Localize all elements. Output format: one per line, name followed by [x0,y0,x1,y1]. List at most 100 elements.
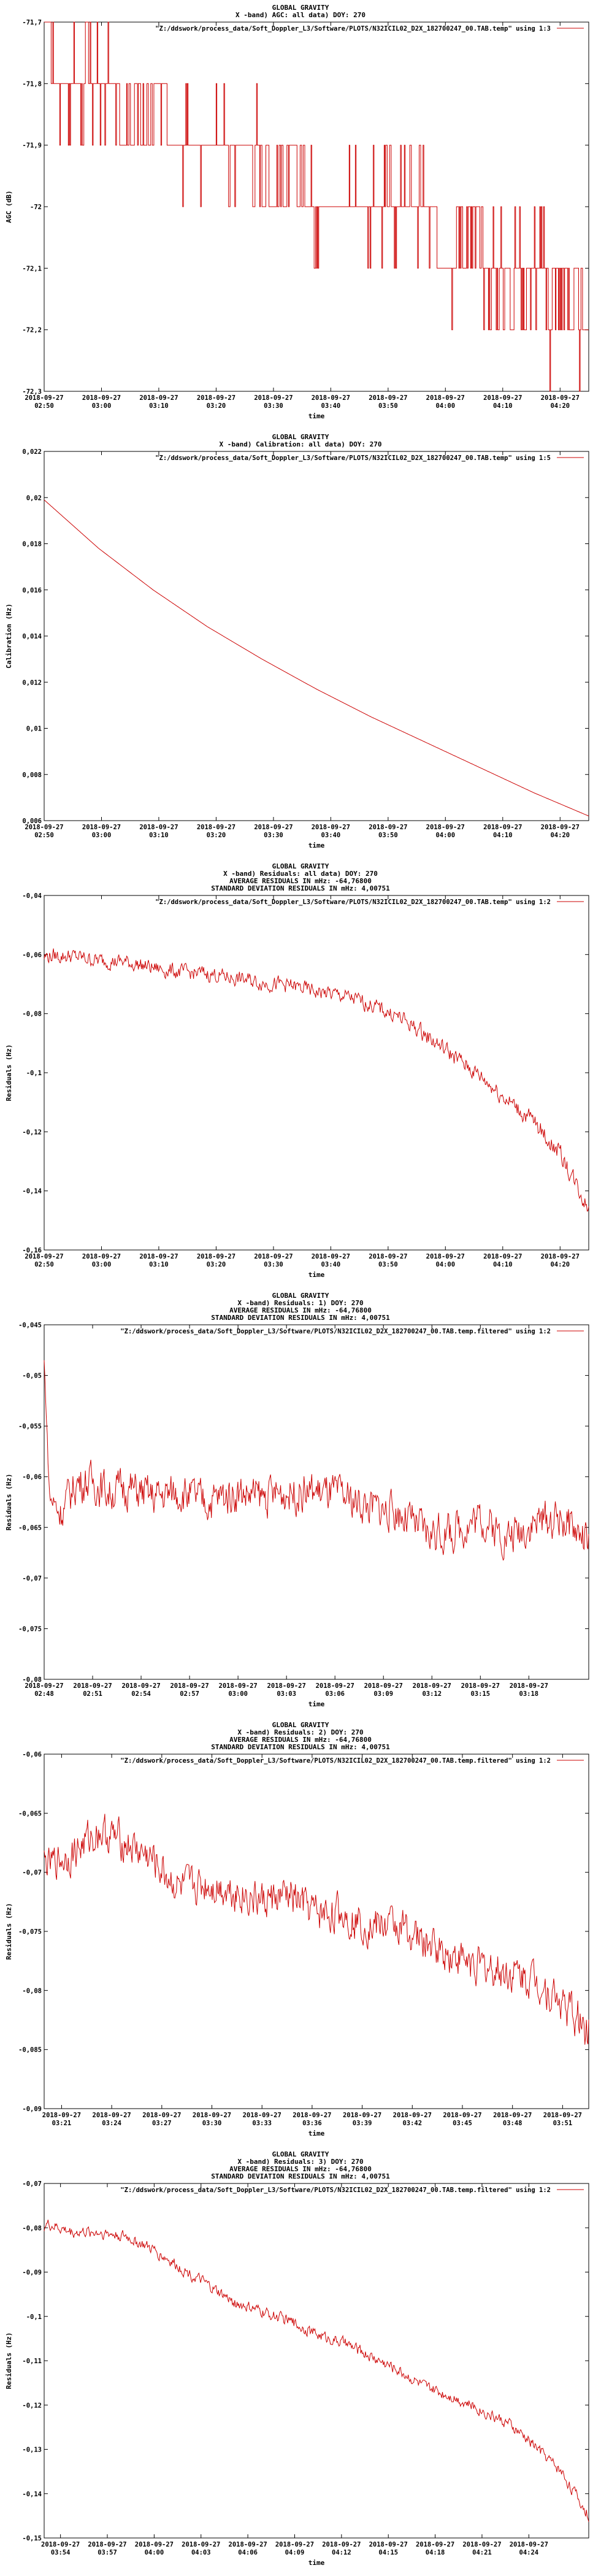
chart-title-line: STANDARD DEVIATION RESIDUALS IN mHz: 4,0… [211,1743,390,1751]
x-tick-date: 2018-09-27 [416,2541,454,2548]
y-axis-label: Calibration (Hz) [5,604,13,669]
chart-title-line: X -band) Calibration: all data) DOY: 270 [220,440,382,448]
x-tick-date: 2018-09-27 [369,2541,408,2548]
x-tick-date: 2018-09-27 [426,394,465,402]
plot-frame [44,451,589,821]
x-tick-date: 2018-09-27 [197,824,235,831]
x-tick-date: 2018-09-27 [510,2541,548,2548]
y-tick-label: 0,012 [22,679,42,686]
x-tick-label: 03:48 [503,2120,523,2127]
x-tick-label: 02:51 [83,1690,102,1698]
chart-title-line: STANDARD DEVIATION RESIDUALS IN mHz: 4,0… [211,884,390,892]
x-tick-date: 2018-09-27 [93,2112,131,2119]
y-tick-label: -72,2 [22,327,42,334]
x-tick-date: 2018-09-27 [510,1682,548,1690]
y-tick-label: -0,16 [22,1247,42,1254]
y-tick-label: -0,08 [22,1011,42,1018]
legend-entry: "Z:/ddswork/process_data/Soft_Doppler_L3… [120,2187,551,2194]
y-tick-label: -0,1 [26,2313,42,2321]
x-tick-date: 2018-09-27 [82,394,121,402]
x-tick-label: 03:18 [519,1690,539,1698]
x-tick-date: 2018-09-27 [219,1682,258,1690]
x-tick-date: 2018-09-27 [25,1682,63,1690]
x-tick-date: 2018-09-27 [41,2541,80,2548]
y-tick-label: -0,06 [22,1474,42,1481]
y-axis-label: AGC (dB) [5,191,13,223]
x-tick-date: 2018-09-27 [121,1682,160,1690]
chart-title-line: GLOBAL GRAVITY [272,2150,329,2158]
x-tick-label: 04:20 [550,832,570,839]
x-tick-label: 02:50 [34,1261,54,1268]
x-tick-date: 2018-09-27 [135,2541,174,2548]
x-tick-label: 03:10 [149,1261,169,1268]
x-tick-date: 2018-09-27 [483,824,522,831]
x-tick-label: 04:10 [493,402,513,410]
legend-entry: "Z:/ddswork/process_data/Soft_Doppler_L3… [120,1757,551,1765]
x-tick-label: 03:20 [207,402,226,410]
x-tick-date: 2018-09-27 [254,1253,293,1260]
chart-title-line: AVERAGE RESIDUALS IN mHz: -64,76800 [229,1736,372,1744]
y-tick-label: -72,3 [22,388,42,396]
chart-title-line: GLOBAL GRAVITY [272,4,329,12]
y-tick-label: 0,02 [26,494,42,502]
chart-title-line: X -band) Residuals: 2) DOY: 270 [237,1728,363,1736]
x-tick-label: 03:54 [51,2549,71,2556]
x-tick-date: 2018-09-27 [541,824,580,831]
plot-frame [44,895,589,1251]
series-line [44,2220,589,2522]
x-tick-label: 04:00 [435,402,455,410]
x-tick-date: 2018-09-27 [197,1253,235,1260]
chart-panel-6: GLOBAL GRAVITY X -band) Residuals: 3) DOY… [0,2147,601,2576]
x-tick-label: 03:57 [98,2549,117,2556]
x-tick-label: 03:10 [149,832,169,839]
y-tick-label: -0,07 [22,1575,42,1582]
legend-entry: "Z:/ddswork/process_data/Soft_Doppler_L3… [155,454,551,462]
chart-title-line: GLOBAL GRAVITY [272,433,329,441]
legend-entry: "Z:/ddswork/process_data/Soft_Doppler_L3… [155,899,551,906]
y-axis-label: Residuals (Hz) [5,1903,13,1960]
y-tick-label: -0,09 [22,2106,42,2113]
x-tick-label: 02:50 [34,402,54,410]
x-tick-date: 2018-09-27 [25,824,63,831]
x-tick-date: 2018-09-27 [343,2112,381,2119]
x-tick-date: 2018-09-27 [364,1682,403,1690]
y-tick-label: -0,065 [18,1524,42,1531]
x-tick-label: 03:30 [264,1261,283,1268]
plot-frame [44,1324,589,1680]
x-axis-label: time [308,2559,325,2567]
y-tick-label: -0,075 [18,1928,42,1936]
y-tick-label: -0,08 [22,1676,42,1684]
legend-entry: "Z:/ddswork/process_data/Soft_Doppler_L3… [155,25,551,33]
x-tick-label: 03:10 [149,402,169,410]
y-axis-label: Residuals (Hz) [5,1045,13,1102]
x-tick-label: 03:20 [207,832,226,839]
chart-title-line: X -band) Residuals: 1) DOY: 270 [237,1299,363,1307]
x-tick-date: 2018-09-27 [197,394,235,402]
y-tick-label: -72,1 [22,265,42,272]
chart-title-line: STANDARD DEVIATION RESIDUALS IN mHz: 4,0… [211,2172,390,2180]
x-tick-date: 2018-09-27 [543,2112,582,2119]
series-line [44,21,589,392]
x-tick-date: 2018-09-27 [139,1253,178,1260]
x-tick-date: 2018-09-27 [170,1682,209,1690]
chart-title-line: GLOBAL GRAVITY [272,862,329,870]
x-tick-label: 03:21 [52,2120,72,2127]
x-tick-date: 2018-09-27 [82,1253,121,1260]
x-tick-date: 2018-09-27 [139,824,178,831]
y-axis-label: Residuals (Hz) [5,2333,13,2390]
y-tick-label: -0,06 [22,1751,42,1758]
x-tick-label: 04:09 [285,2549,305,2556]
x-tick-date: 2018-09-27 [312,1253,350,1260]
chart-title-line: X -band) Residuals: 3) DOY: 270 [237,2158,363,2166]
x-axis-label: time [308,2129,325,2137]
x-tick-date: 2018-09-27 [316,1682,354,1690]
x-tick-date: 2018-09-27 [229,2541,267,2548]
y-axis-label: Residuals (Hz) [5,1474,13,1531]
chart-panel-3: GLOBAL GRAVITY X -band) Residuals: all da… [0,859,601,1288]
x-tick-date: 2018-09-27 [369,824,407,831]
x-tick-date: 2018-09-27 [393,2112,432,2119]
x-tick-date: 2018-09-27 [267,1682,306,1690]
